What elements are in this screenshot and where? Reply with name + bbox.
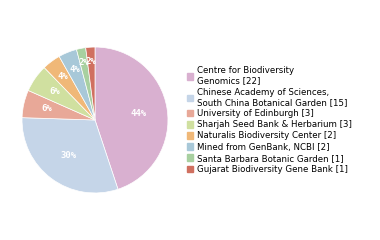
Wedge shape — [76, 48, 95, 120]
Text: 2%: 2% — [86, 57, 97, 66]
Wedge shape — [22, 90, 95, 120]
Wedge shape — [44, 56, 95, 120]
Wedge shape — [86, 47, 95, 120]
Text: 4%: 4% — [57, 72, 68, 81]
Text: 6%: 6% — [49, 87, 60, 96]
Text: 4%: 4% — [70, 66, 80, 74]
Text: 30%: 30% — [61, 150, 77, 160]
Wedge shape — [28, 68, 95, 120]
Text: 2%: 2% — [78, 58, 89, 67]
Wedge shape — [95, 47, 168, 189]
Text: 44%: 44% — [130, 108, 146, 118]
Legend: Centre for Biodiversity
Genomics [22], Chinese Academy of Sciences,
South China : Centre for Biodiversity Genomics [22], C… — [185, 64, 353, 176]
Text: 6%: 6% — [41, 104, 52, 114]
Wedge shape — [59, 49, 95, 120]
Wedge shape — [22, 118, 118, 193]
